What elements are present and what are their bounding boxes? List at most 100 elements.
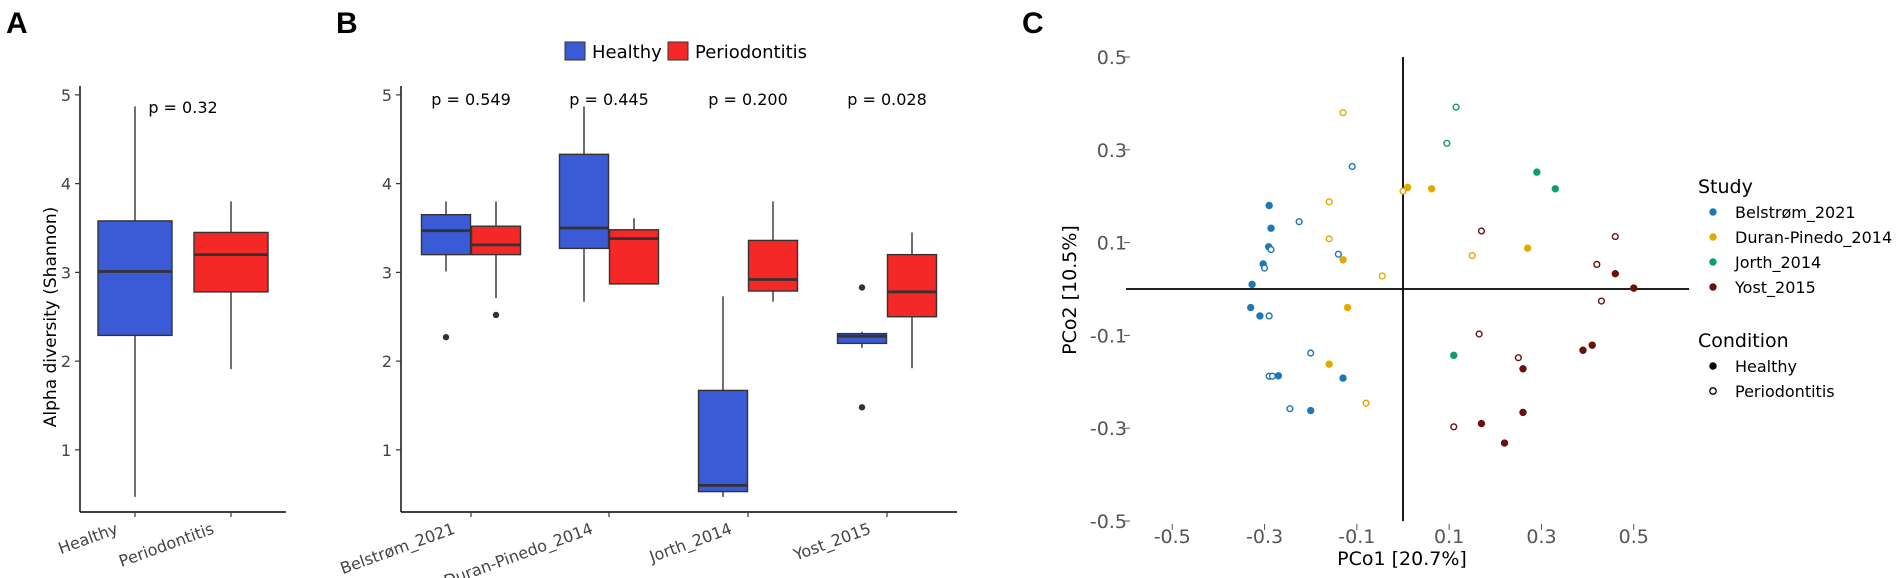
panel-b-box-belstr-m-2021-healthy-box	[420, 213, 472, 256]
pcoa-point-belstr-m-2021-periodontitis-6	[1268, 372, 1276, 380]
panel-b-x-label-yost-2015: Yost_2015	[790, 519, 874, 566]
pcoa-point-yost-2015-periodontitis-3	[1593, 260, 1601, 269]
pcoa-point-belstr-m-2021-healthy-1	[1265, 201, 1273, 210]
panel-b-y-tick-label-1: 1	[382, 441, 392, 460]
legend-study-marker-jorth-2014	[1709, 258, 1717, 266]
pcoa-y-tick-label-0: 0.5	[1097, 47, 1127, 69]
legend-condition-marker-periodontitis	[1709, 387, 1717, 395]
panel-letter-c: C	[1022, 7, 1044, 40]
pcoa-point-jorth-2014-periodontitis-2	[1443, 139, 1451, 147]
pcoa-point-duran-pinedo-2014-periodontitis-4	[1399, 187, 1407, 195]
legend-study-label-yost-2015: Yost_2015	[1734, 278, 1816, 298]
pcoa-point-belstr-m-2021-periodontitis-10	[1334, 250, 1342, 258]
pcoa-point-jorth-2014-healthy-2	[1551, 185, 1559, 193]
legend-healthy-swatch	[564, 41, 586, 61]
pcoa-point-belstr-m-2021-healthy-5	[1248, 280, 1256, 289]
panel-a-box-healthy-box	[97, 220, 173, 337]
pcoa-point-yost-2015-healthy-1	[1611, 269, 1619, 278]
panel-a-y-tick-label-4: 4	[61, 175, 71, 194]
pcoa-point-yost-2015-periodontitis-7	[1450, 423, 1458, 431]
pcoa-point-belstr-m-2021-healthy-2	[1267, 224, 1275, 232]
pcoa-point-yost-2015-healthy-4	[1579, 346, 1587, 354]
pcoa-point-belstr-m-2021-periodontitis-9	[1348, 162, 1356, 171]
panel-b-box-yost-2015-healthy-outlier-1	[858, 284, 866, 291]
panel-b-box-belstr-m-2021-periodontitis-outlier-1	[492, 311, 500, 319]
panel-b-box-belstr-m-2021-healthy-outlier-1	[442, 333, 450, 341]
panel-a-y-tick-label-1: 1	[61, 441, 71, 460]
panel-b-box-belstr-m-2021-periodontitis-box	[470, 225, 522, 256]
pcoa-point-duran-pinedo-2014-periodontitis-2	[1325, 198, 1333, 206]
pcoa-point-yost-2015-periodontitis-2	[1611, 232, 1619, 241]
panel-a-y-tick-label-5: 5	[61, 86, 71, 105]
panel-a-boxplot: Alpha diversity (Shannon) p = 0.32 1 2 3 4 5…	[41, 86, 286, 571]
legend-study-marker-yost-2015	[1709, 283, 1717, 291]
pcoa-point-belstr-m-2021-periodontitis-3	[1260, 264, 1269, 272]
pcoa-point-duran-pinedo-2014-healthy-2	[1427, 185, 1436, 193]
panel-b-y-tick-label-3: 3	[382, 263, 392, 282]
pcoa-point-duran-pinedo-2014-periodontitis-6	[1362, 399, 1370, 407]
panel-a-x-label-healthy: Healthy	[56, 519, 121, 558]
legend-study-title: Study	[1698, 176, 1753, 198]
pcoa-point-belstr-m-2021-periodontitis-7	[1307, 349, 1315, 357]
pcoa-point-jorth-2014-periodontitis-1	[1452, 103, 1460, 111]
panel-a-y-tick-label-3: 3	[61, 263, 71, 282]
panel-b-box-yost-2015-periodontitis-box	[886, 253, 938, 318]
panel-b-boxplot: Healthy Periodontitis p = 0.549 p = 0.44…	[338, 41, 957, 578]
pcoa-x-tick-label-2: -0.1	[1338, 526, 1375, 548]
panel-letter-b: B	[336, 7, 358, 40]
legend-study-label-belstr-m-2021: Belstrøm_2021	[1735, 203, 1856, 223]
pcoa-x-tick-label-0: -0.5	[1154, 526, 1191, 548]
legend-study-label-duran-pinedo-2014: Duran-Pinedo_2014	[1735, 228, 1892, 248]
pcoa-point-duran-pinedo-2014-healthy-4	[1343, 303, 1352, 312]
legend-study-marker-duran-pinedo-2014	[1709, 233, 1717, 241]
pcoa-point-yost-2015-periodontitis-6	[1514, 354, 1522, 362]
pcoa-point-yost-2015-periodontitis-5	[1475, 330, 1483, 338]
pcoa-point-belstr-m-2021-healthy-9	[1339, 374, 1347, 382]
p-value-duran-pinedo: p = 0.445	[569, 90, 649, 109]
panel-b-x-label-duran-pinedo-2014: Duran-Pinedo_2014	[441, 519, 596, 578]
panel-b-y-tick-label-4: 4	[382, 175, 392, 194]
legend-healthy-label: Healthy	[592, 42, 662, 63]
panel-b-box-yost-2015-healthy-outlier-2	[858, 404, 866, 411]
pcoa-point-yost-2015-healthy-3	[1588, 341, 1596, 349]
panel-b-box-yost-2015-healthy-box	[836, 332, 888, 345]
panel-b-box-jorth-2014-healthy-box	[697, 389, 749, 493]
pcoa-y-axis-title: PCo2 [10.5%]	[1059, 225, 1081, 355]
pcoa-point-belstr-m-2021-healthy-7	[1256, 312, 1264, 320]
pcoa-point-yost-2015-periodontitis-4	[1597, 297, 1606, 305]
pcoa-x-axis-title: PCo1 [20.7%]	[1337, 548, 1467, 570]
p-value-jorth: p = 0.200	[708, 90, 788, 109]
pcoa-point-belstr-m-2021-periodontitis-2	[1267, 245, 1275, 254]
pcoa-point-belstr-m-2021-periodontitis-8	[1286, 405, 1294, 413]
pcoa-point-belstr-m-2021-healthy-10	[1307, 406, 1315, 415]
pcoa-point-duran-pinedo-2014-periodontitis-1	[1339, 109, 1347, 117]
pcoa-point-duran-pinedo-2014-periodontitis-5	[1378, 272, 1386, 280]
pcoa-y-tick-label-4: -0.3	[1090, 418, 1127, 440]
pcoa-point-belstr-m-2021-healthy-8	[1274, 372, 1283, 380]
pcoa-y-tick-label-2: 0.1	[1097, 233, 1127, 255]
legend-study-marker-belstr-m-2021	[1709, 208, 1717, 216]
pcoa-point-duran-pinedo-2014-healthy-1	[1403, 183, 1412, 192]
panel-b-box-jorth-2014-periodontitis-box	[747, 239, 799, 292]
pcoa-point-jorth-2014-healthy-1	[1533, 168, 1541, 176]
panel-b-y-tick-label-2: 2	[382, 352, 392, 371]
pcoa-point-duran-pinedo-2014-healthy-3	[1339, 256, 1347, 264]
pcoa-x-tick-label-4: 0.3	[1526, 526, 1556, 548]
pcoa-point-duran-pinedo-2014-periodontitis-7	[1468, 251, 1476, 260]
panel-c-pcoa: PCo1 [20.7%] PCo2 [10.5%] 0.5 0.3 0.1 -0.1 -…	[1059, 47, 1892, 570]
panel-letter-a: A	[6, 7, 28, 40]
pcoa-point-yost-2015-healthy-2	[1630, 284, 1638, 292]
pcoa-legend: Study Condition Belstrøm_2021 Duran-Pined…	[1698, 176, 1892, 401]
pcoa-point-yost-2015-healthy-8	[1477, 419, 1486, 428]
panel-a-x-label-periodontitis: Periodontitis	[116, 519, 216, 571]
panel-a-box-periodontitis-box	[193, 231, 269, 293]
legend-periodontitis-label: Periodontitis	[695, 42, 807, 63]
pcoa-point-belstr-m-2021-periodontitis-1	[1295, 218, 1303, 226]
panel-b-box-duran-pinedo-2014-healthy-box	[558, 153, 610, 250]
pcoa-point-yost-2015-periodontitis-1	[1477, 227, 1486, 235]
pcoa-y-tick-label-5: -0.5	[1090, 511, 1127, 533]
pcoa-point-belstr-m-2021-healthy-6	[1247, 303, 1255, 312]
panel-a-p-value: p = 0.32	[148, 98, 217, 117]
pcoa-x-tick-label-3: 0.1	[1434, 526, 1464, 548]
